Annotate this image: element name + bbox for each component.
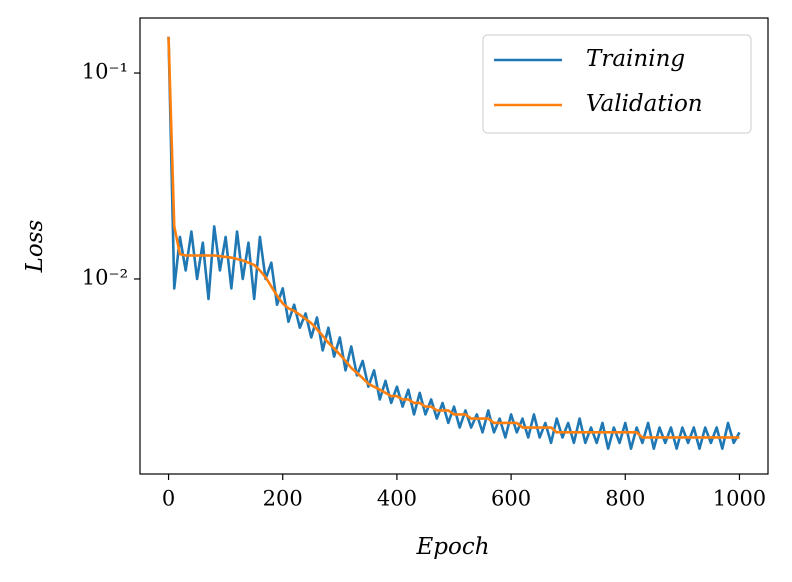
x-tick-label: 0 <box>162 487 175 511</box>
series-line <box>167 36 740 439</box>
x-tick-label: 1000 <box>713 487 766 511</box>
x-axis-label: Epoch <box>415 534 489 560</box>
legend-label: Validation <box>586 91 703 117</box>
y-tick-label: 10⁻² <box>82 265 128 289</box>
x-tick-label: 600 <box>491 487 531 511</box>
x-tick-label: 200 <box>263 487 303 511</box>
x-tick-label: 800 <box>605 487 645 511</box>
plot-frame <box>139 17 769 475</box>
y-tick-label: 10⁻¹ <box>82 60 128 84</box>
legend-label: Training <box>586 46 685 72</box>
x-tick-label: 400 <box>377 487 417 511</box>
y-axis-label: Loss <box>22 219 48 273</box>
